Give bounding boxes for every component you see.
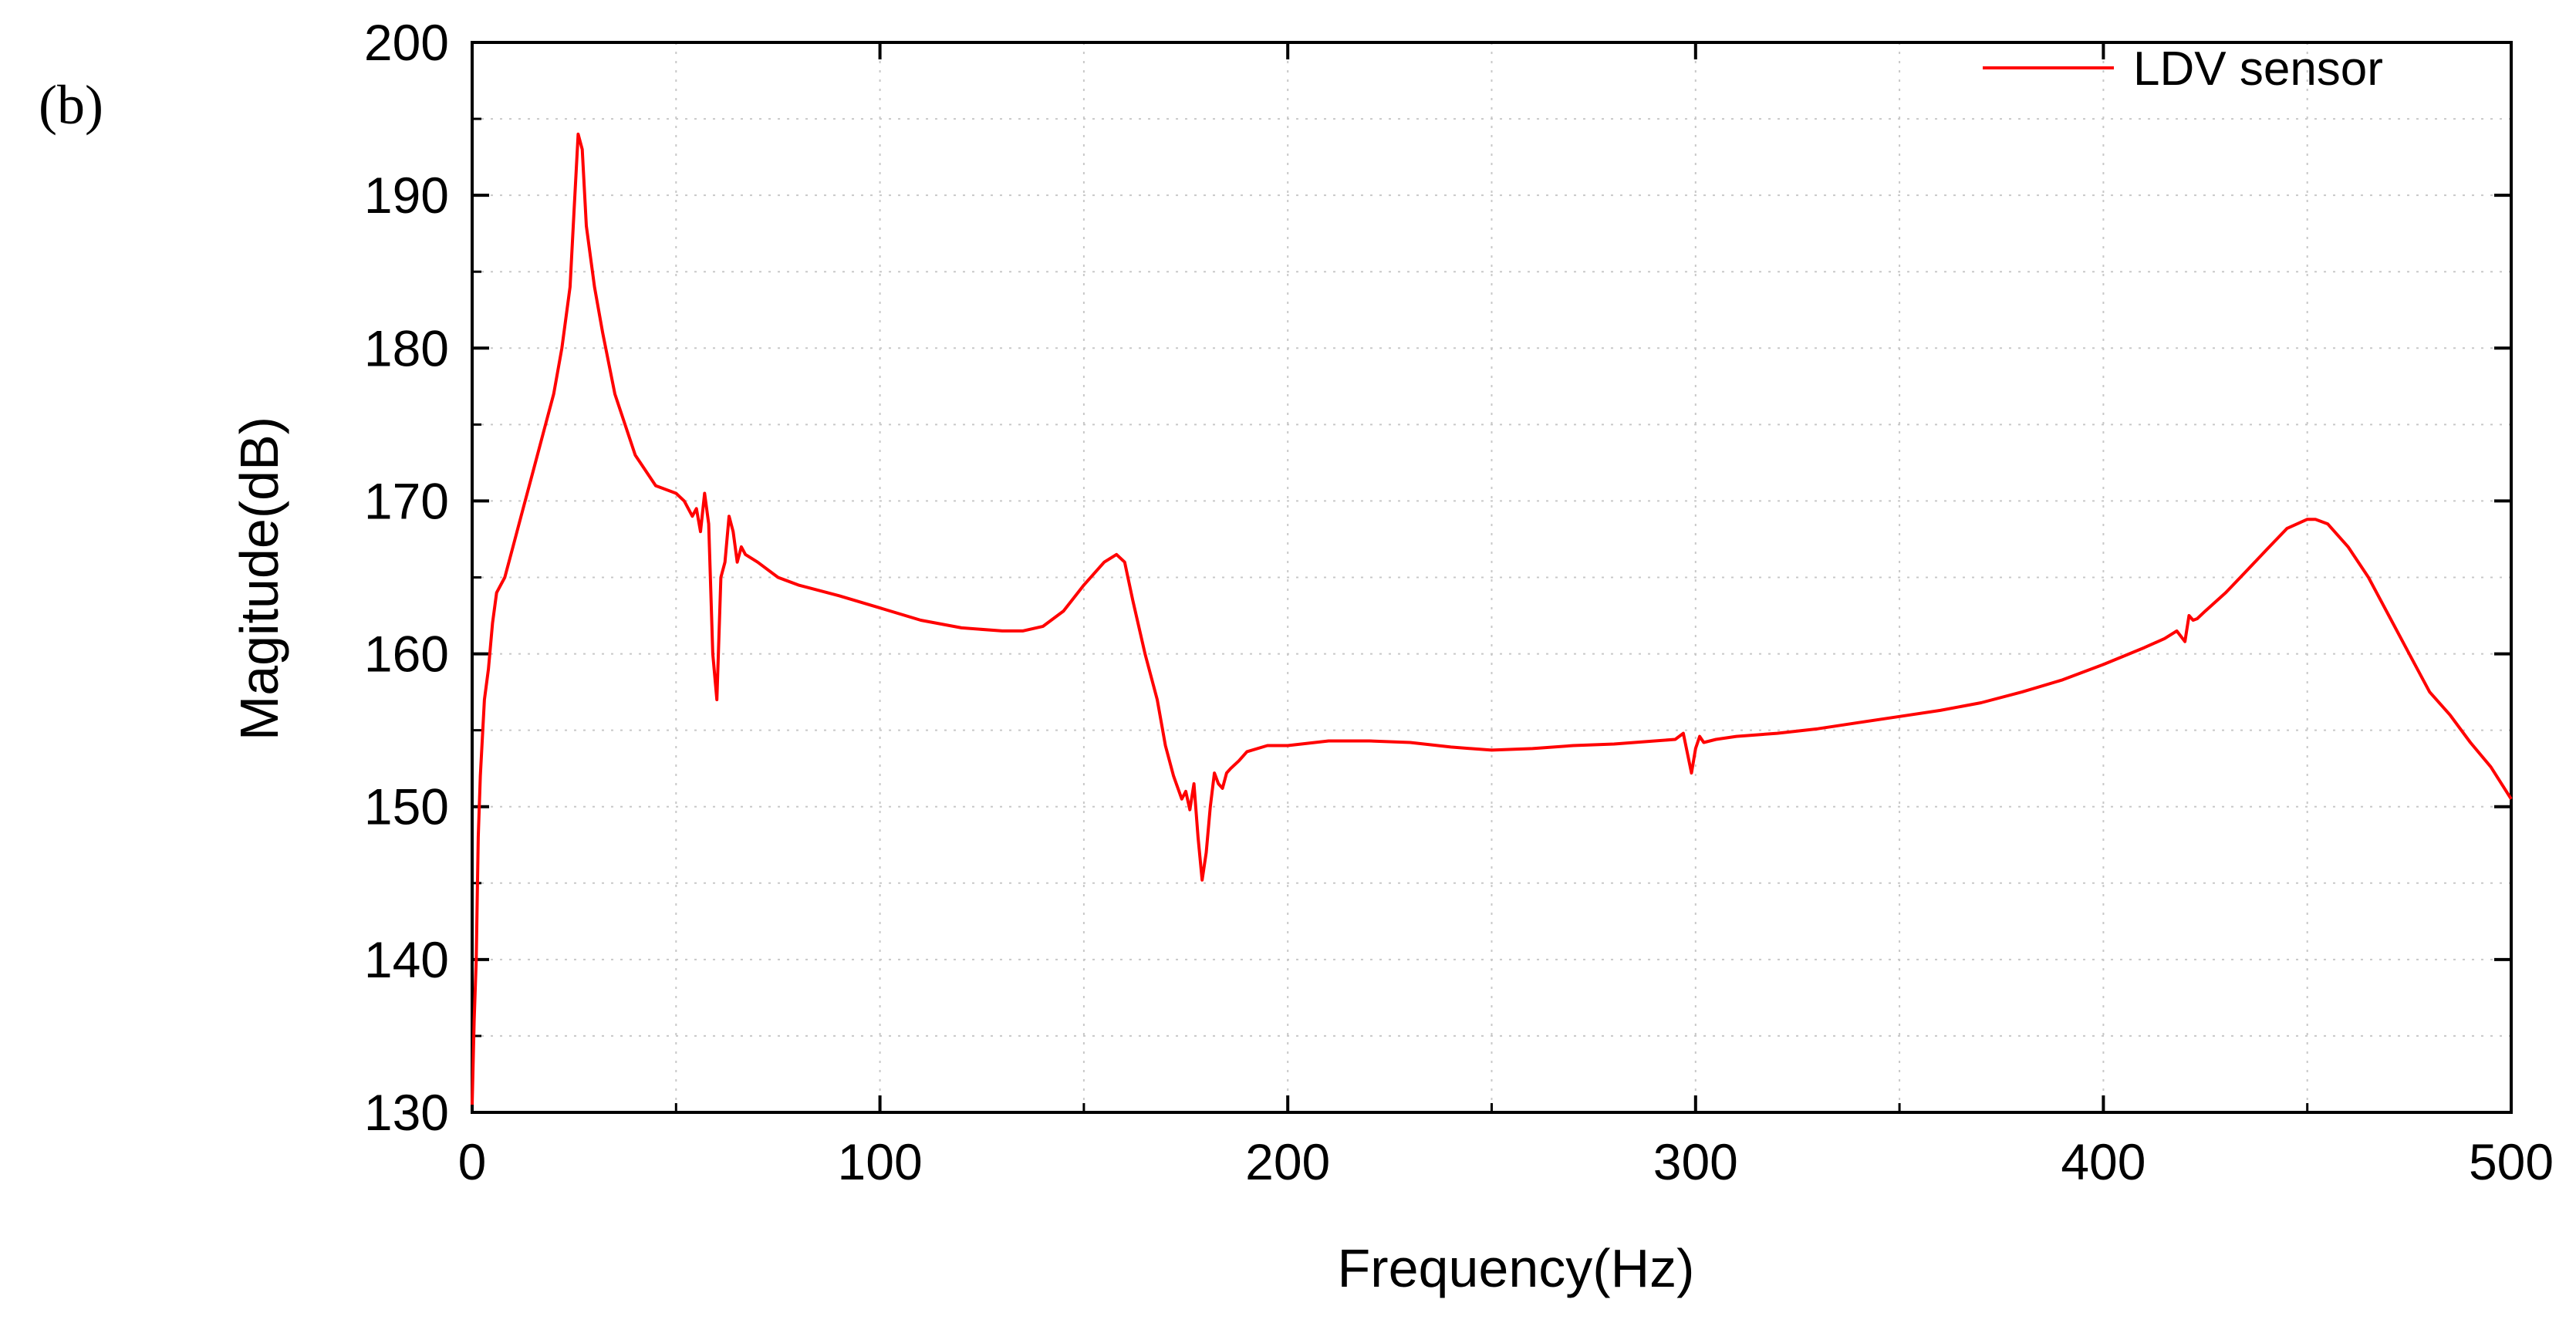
y-tick-label: 140	[364, 931, 449, 988]
y-tick-label: 170	[364, 472, 449, 529]
x-tick-label: 400	[2061, 1133, 2146, 1190]
x-tick-label: 100	[838, 1133, 923, 1190]
y-tick-label: 160	[364, 626, 449, 683]
y-tick-label: 200	[364, 14, 449, 71]
x-tick-label: 0	[458, 1133, 487, 1190]
y-axis-tick-labels: 130 140 150 160 170 180 190 200	[364, 14, 449, 1141]
y-tick-label: 190	[364, 167, 449, 224]
x-tick-label: 200	[1245, 1133, 1330, 1190]
legend: LDV sensor	[1983, 42, 2383, 96]
x-axis-tick-labels: 0 100 200 300 400 500	[458, 1133, 2554, 1190]
series-line-ldv-sensor	[471, 132, 2513, 1105]
x-tick-label: 300	[1653, 1133, 1738, 1190]
legend-label: LDV sensor	[2133, 42, 2383, 96]
x-axis-title: Frequency(Hz)	[1338, 1238, 1695, 1298]
y-axis-title: Magitude(dB)	[229, 417, 289, 741]
y-tick-label: 130	[364, 1084, 449, 1141]
y-tick-label: 150	[364, 778, 449, 835]
x-tick-label: 500	[2469, 1133, 2554, 1190]
panel-label: (b)	[39, 74, 103, 136]
y-tick-label: 180	[364, 319, 449, 376]
grid	[472, 42, 2511, 1112]
